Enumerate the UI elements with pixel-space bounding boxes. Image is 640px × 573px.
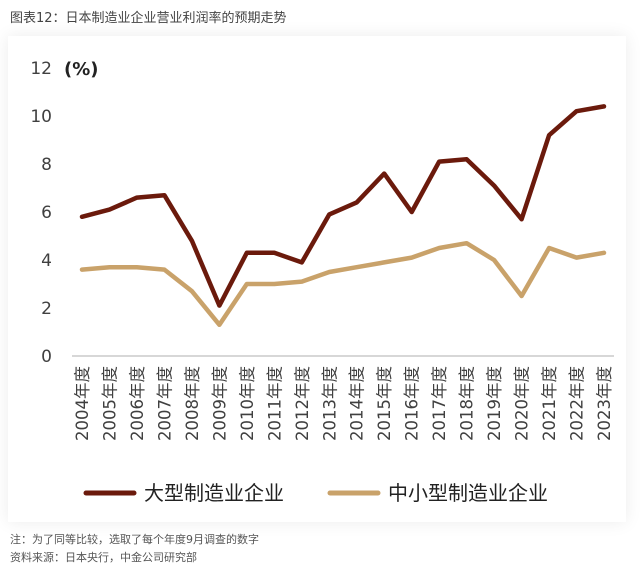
x-tick-label: 2012年度 <box>293 366 312 441</box>
x-tick-label: 2009年度 <box>210 366 229 441</box>
legend: 大型制造业企业 中小型制造业企业 <box>83 481 548 505</box>
x-tick-label: 2014年度 <box>348 366 367 441</box>
x-tick-label: 2022年度 <box>568 366 587 441</box>
x-tick-label: 2006年度 <box>128 366 147 441</box>
x-tick-label: 2015年度 <box>375 366 394 441</box>
y-tick-label: 8 <box>41 155 52 175</box>
series-line-large <box>79 104 607 308</box>
unit-label: (%) <box>64 59 99 80</box>
x-tick-label: 2010年度 <box>238 366 257 441</box>
y-tick-label: 6 <box>41 203 52 223</box>
y-tick-label: 4 <box>41 251 52 271</box>
series-layer <box>79 104 607 328</box>
y-axis: 0 2 4 6 8 10 12 (%) <box>30 59 98 367</box>
x-tick-label: 2013年度 <box>320 366 339 441</box>
x-tick-label: 2005年度 <box>100 366 119 441</box>
y-tick-label: 12 <box>30 59 52 79</box>
x-tick-label: 2019年度 <box>485 366 504 441</box>
x-tick-label: 2020年度 <box>513 366 532 441</box>
x-tick-label: 2018年度 <box>458 366 477 441</box>
y-tick-label: 10 <box>30 107 52 127</box>
x-tick-label: 2011年度 <box>265 366 284 441</box>
x-tick-label: 2021年度 <box>540 366 559 441</box>
y-tick-label: 0 <box>41 347 52 367</box>
x-tick-label: 2008年度 <box>183 366 202 441</box>
x-tick-label: 2023年度 <box>595 366 614 441</box>
x-tick-label: 2004年度 <box>73 366 92 441</box>
chart-panel: 0 2 4 6 8 10 12 (%) 2004年度 2005年度 2006年度 2007年度 200… <box>8 36 626 522</box>
x-tick-label: 2007年度 <box>155 366 174 441</box>
x-tick-label: 2016年度 <box>403 366 422 441</box>
footnote: 注：为了同等比较，选取了每个年度9月调查的数字 <box>10 533 259 546</box>
y-tick-label: 2 <box>41 299 52 319</box>
x-tick-label: 2017年度 <box>430 366 449 441</box>
legend-label-large: 大型制造业企业 <box>144 481 284 505</box>
legend-label-small: 中小型制造业企业 <box>388 481 548 505</box>
series-line-small <box>79 240 607 328</box>
x-axis: 2004年度 2005年度 2006年度 2007年度 2008年度 2009年度 2010… <box>72 355 614 441</box>
figure-title: 图表12：日本制造业企业营业利润率的预期走势 <box>10 11 287 26</box>
source-note: 资料来源：日本央行，中金公司研究部 <box>10 551 197 564</box>
